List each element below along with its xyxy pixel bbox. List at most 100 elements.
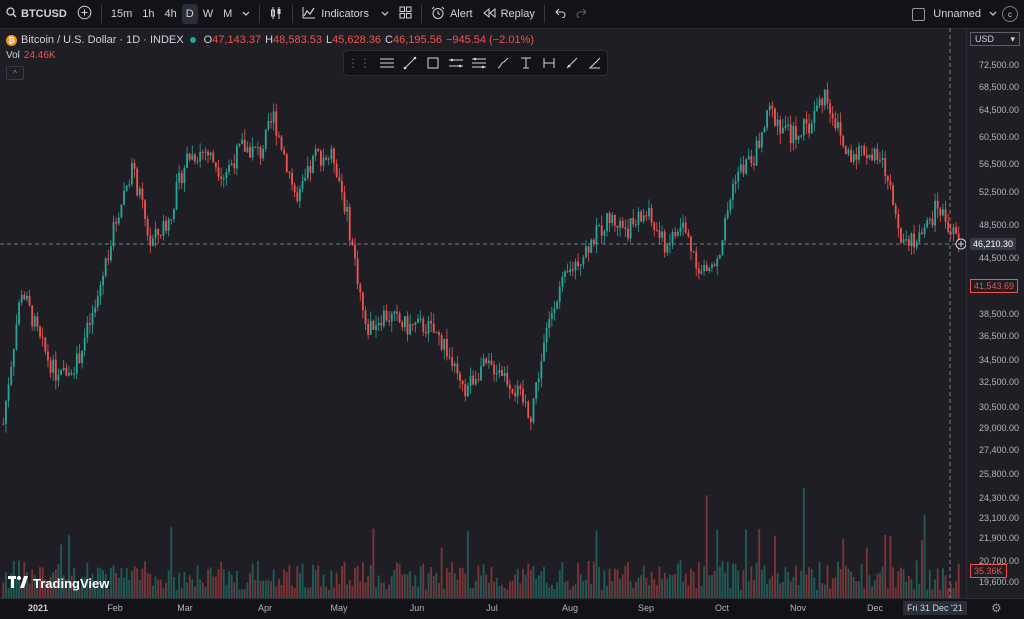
candle (359, 282, 362, 301)
crosshair-plus-icon[interactable] (955, 238, 966, 250)
timeframe-m[interactable]: M (223, 8, 233, 20)
timeframe-1h[interactable]: 1h (142, 8, 155, 20)
volume-bar (514, 574, 517, 598)
parallel-channel-tool-icon[interactable] (445, 51, 468, 75)
indicators-button[interactable]: Indicators (297, 0, 394, 28)
time-tick-label: Aug (561, 603, 579, 613)
volume-bar (411, 585, 414, 598)
volume-bar (60, 544, 62, 598)
cloud-save-icon[interactable]: c (1002, 6, 1018, 22)
undo-button[interactable] (549, 0, 571, 28)
candle (356, 250, 359, 290)
volume-bar (718, 566, 721, 598)
volume-bar (249, 573, 251, 598)
trend-line-tool-icon[interactable] (398, 51, 421, 75)
candle (516, 380, 519, 405)
chevron-down-icon (242, 8, 250, 20)
volume-bar (619, 578, 622, 598)
volume-bar (73, 567, 76, 598)
volume-bar (246, 582, 249, 598)
candle (755, 135, 758, 167)
candle (333, 147, 335, 173)
replay-button[interactable]: Replay (478, 0, 540, 28)
candle (388, 310, 391, 327)
time-axis[interactable]: Fri 31 Dec '21 ⚙ 2021 Feb Mar Apr May Jun Jul A… (0, 598, 1024, 619)
currency-selector[interactable]: USD ▾ (970, 32, 1020, 46)
candle (380, 315, 383, 331)
symbol-search-button[interactable]: BTCUSD (0, 0, 72, 28)
candle (829, 98, 831, 124)
gear-icon[interactable]: ⚙ (991, 601, 1002, 615)
chart-type-button[interactable] (264, 0, 288, 28)
candle (910, 232, 913, 255)
last-volume-label: 35.36K (970, 564, 1007, 578)
angle-tool-icon[interactable] (584, 51, 607, 75)
legend-title[interactable]: Bitcoin / U.S. Dollar · 1D · INDEX (21, 34, 184, 46)
volume-bar (430, 566, 433, 598)
redo-button[interactable] (571, 0, 593, 28)
candle (928, 216, 931, 225)
volume-bar (690, 568, 692, 598)
measure-tool-icon[interactable] (537, 51, 560, 75)
collapse-legend-button[interactable]: ^ (6, 66, 24, 80)
timeframe-w[interactable]: W (202, 8, 214, 20)
compare-button[interactable] (72, 0, 97, 28)
timeframe-dropdown[interactable] (237, 0, 255, 28)
candle (529, 415, 532, 431)
volume-bar (545, 582, 548, 598)
candle (684, 216, 687, 235)
brush-tool-icon[interactable] (491, 51, 514, 75)
volume-bar (957, 563, 960, 598)
timeframe-d[interactable]: D (181, 4, 198, 24)
price-tick-label: 68,500.00 (978, 82, 1019, 92)
volume-bar (616, 569, 619, 598)
volume-bar (264, 580, 267, 598)
candle (881, 149, 884, 168)
price-chart[interactable] (0, 28, 966, 598)
volume-bar (62, 575, 65, 598)
rectangle-tool-icon[interactable] (421, 51, 444, 75)
candle (653, 221, 656, 237)
volume-bar (915, 560, 918, 598)
price-tick-label: 19,600.00 (978, 577, 1019, 587)
candle (855, 147, 858, 170)
volume-bar (49, 576, 52, 598)
time-tick-label: Feb (107, 603, 123, 613)
layout-button[interactable]: Unnamed (907, 0, 1002, 28)
price-axis[interactable]: 72,500.00 68,500.00 64,500.00 60,500.00 56,5… (966, 28, 1024, 598)
candle (603, 229, 606, 244)
candle (7, 377, 10, 408)
text-tool-icon[interactable] (514, 51, 537, 75)
timeframe-15m[interactable]: 15m (110, 8, 133, 20)
candle (629, 218, 632, 243)
candle (120, 204, 123, 219)
fib-retracement-tool-icon[interactable] (468, 51, 491, 75)
candle (461, 379, 464, 392)
candle (577, 253, 580, 271)
volume-bar (886, 588, 889, 598)
time-tick-label: Sep (637, 603, 655, 613)
candle (448, 347, 451, 360)
volume-bar (797, 585, 800, 598)
ray-tool-icon[interactable] (561, 51, 584, 75)
volume-bar (167, 570, 170, 598)
alert-button[interactable]: Alert (426, 0, 478, 28)
volume-bar (453, 573, 456, 598)
drag-handle-icon[interactable]: ⋮⋮ (347, 56, 371, 70)
candle (522, 379, 524, 406)
candle (889, 174, 892, 190)
candle (842, 135, 845, 149)
currency-label: USD (975, 34, 995, 44)
timeframe-4h[interactable]: 4h (164, 8, 177, 20)
candle (44, 337, 47, 356)
volume-bar (863, 588, 866, 598)
tradingview-logo[interactable]: TradingView (8, 576, 109, 591)
volume-bar (445, 568, 448, 598)
templates-button[interactable] (394, 0, 417, 28)
candle (527, 400, 530, 419)
volume-bar (608, 568, 611, 598)
candle (514, 384, 517, 402)
candle (865, 146, 868, 165)
horizontal-lines-tool-icon[interactable] (375, 51, 398, 75)
volume-bar (335, 572, 338, 598)
